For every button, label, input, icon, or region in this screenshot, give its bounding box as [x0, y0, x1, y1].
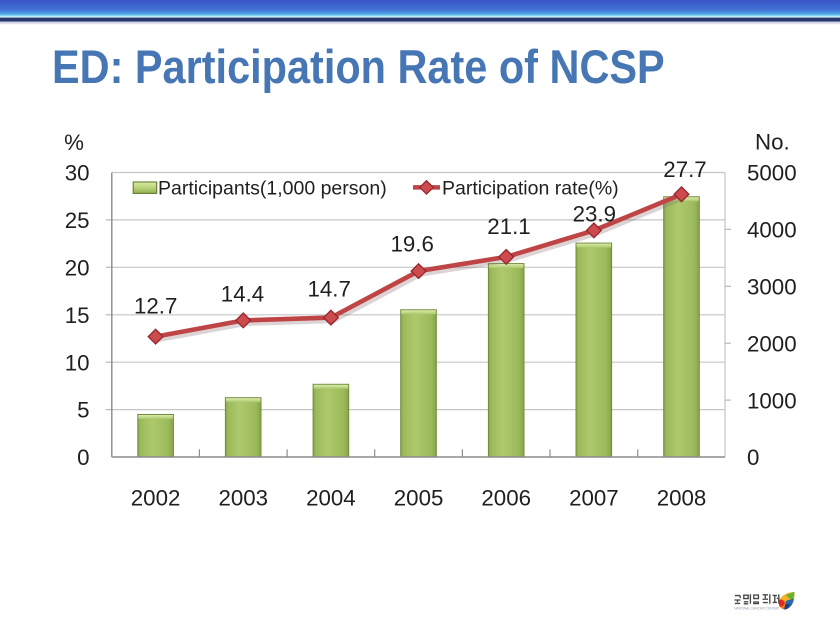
svg-text:4000: 4000: [747, 218, 797, 243]
svg-text:2000: 2000: [747, 331, 797, 356]
svg-text:14.7: 14.7: [307, 277, 350, 302]
svg-text:14.4: 14.4: [221, 282, 264, 307]
svg-text:Participants(1,000 person): Participants(1,000 person): [158, 178, 387, 200]
svg-text:2006: 2006: [481, 486, 531, 511]
svg-text:2002: 2002: [131, 486, 181, 511]
svg-text:No.: No.: [755, 129, 790, 154]
svg-text:2003: 2003: [218, 486, 268, 511]
svg-text:20: 20: [65, 255, 90, 280]
svg-text:2008: 2008: [657, 486, 707, 511]
svg-text:0: 0: [77, 445, 89, 470]
svg-text:27.7: 27.7: [663, 157, 706, 182]
svg-text:19.6: 19.6: [390, 231, 433, 256]
svg-text:5000: 5000: [747, 161, 797, 186]
svg-text:25: 25: [65, 208, 90, 233]
svg-text:10: 10: [65, 350, 90, 375]
svg-text:3000: 3000: [747, 275, 797, 300]
svg-text:%: %: [64, 130, 84, 155]
svg-text:Participation rate(%): Participation rate(%): [442, 178, 619, 200]
svg-text:15: 15: [65, 303, 90, 328]
svg-text:23.9: 23.9: [573, 201, 616, 226]
svg-text:1000: 1000: [747, 388, 797, 413]
svg-text:21.1: 21.1: [487, 214, 530, 239]
svg-text:2007: 2007: [569, 486, 619, 511]
svg-text:2004: 2004: [306, 486, 356, 511]
svg-text:12.7: 12.7: [134, 293, 177, 318]
svg-text:30: 30: [65, 161, 90, 186]
svg-text:NATIONAL CANCER CENTER: NATIONAL CANCER CENTER: [734, 607, 779, 611]
svg-text:0: 0: [747, 445, 759, 470]
svg-text:5: 5: [77, 398, 89, 423]
svg-text:2005: 2005: [394, 486, 444, 511]
